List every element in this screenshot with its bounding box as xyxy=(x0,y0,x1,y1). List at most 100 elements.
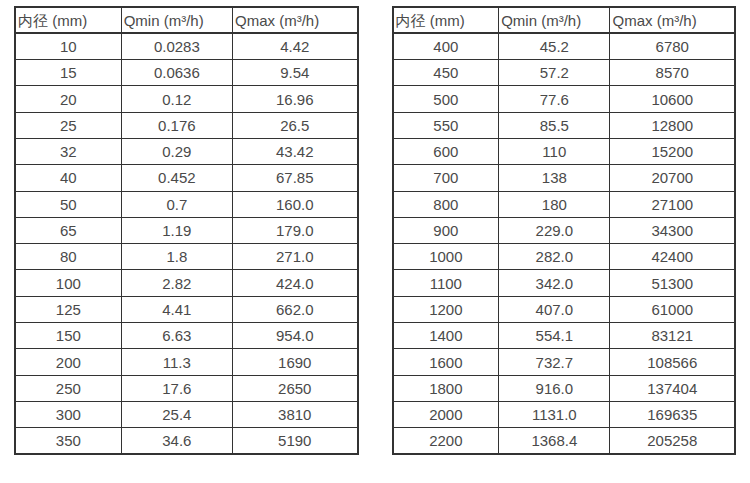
table-cell: 80 xyxy=(15,244,121,270)
table-cell: 12800 xyxy=(610,112,735,138)
table-cell: 61000 xyxy=(610,296,735,322)
table-cell: 2.82 xyxy=(121,270,232,296)
table-cell: 662.0 xyxy=(232,296,357,322)
table-cell: 169635 xyxy=(610,401,735,427)
table-cell: 1600 xyxy=(393,349,499,375)
table-row: 25017.62650 xyxy=(15,375,358,401)
table-row: 1506.63954.0 xyxy=(15,323,358,349)
table-cell: 229.0 xyxy=(499,217,610,243)
table-cell: 4.42 xyxy=(232,33,357,59)
table-row: 150.06369.54 xyxy=(15,60,358,86)
table-cell: 0.0636 xyxy=(121,60,232,86)
table-cell: 1000 xyxy=(393,244,499,270)
table-cell: 34.6 xyxy=(121,428,232,454)
table-cell: 6780 xyxy=(610,33,735,59)
table-cell: 1368.4 xyxy=(499,428,610,454)
table-row: 1100342.051300 xyxy=(393,270,736,296)
table-cell: 51300 xyxy=(610,270,735,296)
table-cell: 125 xyxy=(15,296,121,322)
table-cell: 77.6 xyxy=(499,86,610,112)
table-cell: 0.452 xyxy=(121,165,232,191)
column-header-diameter: 内径 (mm) xyxy=(15,7,121,33)
table-cell: 250 xyxy=(15,375,121,401)
table-cell: 20 xyxy=(15,86,121,112)
table-cell: 110 xyxy=(499,138,610,164)
table-row: 20011.31690 xyxy=(15,349,358,375)
table-cell: 700 xyxy=(393,165,499,191)
table-cell: 400 xyxy=(393,33,499,59)
table-cell: 34300 xyxy=(610,217,735,243)
table-cell: 50 xyxy=(15,191,121,217)
table-cell: 2000 xyxy=(393,401,499,427)
table-cell: 26.5 xyxy=(232,112,357,138)
table-cell: 5190 xyxy=(232,428,357,454)
table-cell: 65 xyxy=(15,217,121,243)
table-cell: 15 xyxy=(15,60,121,86)
column-header-qmin: Qmin (m³/h) xyxy=(121,7,232,33)
table-cell: 150 xyxy=(15,323,121,349)
table-row: 1800916.0137404 xyxy=(393,375,736,401)
table-row: 1254.41662.0 xyxy=(15,296,358,322)
table-cell: 0.0283 xyxy=(121,33,232,59)
column-header-qmin: Qmin (m³/h) xyxy=(499,7,610,33)
table-cell: 108566 xyxy=(610,349,735,375)
table-row: 55085.512800 xyxy=(393,112,736,138)
table-cell: 1.19 xyxy=(121,217,232,243)
table-cell: 732.7 xyxy=(499,349,610,375)
table-cell: 342.0 xyxy=(499,270,610,296)
table-cell: 16.96 xyxy=(232,86,357,112)
table-row: 60011015200 xyxy=(393,138,736,164)
table-row: 200.1216.96 xyxy=(15,86,358,112)
table-cell: 916.0 xyxy=(499,375,610,401)
table-row: 651.19179.0 xyxy=(15,217,358,243)
table-cell: 282.0 xyxy=(499,244,610,270)
table-cell: 1400 xyxy=(393,323,499,349)
table-cell: 350 xyxy=(15,428,121,454)
table-cell: 17.6 xyxy=(121,375,232,401)
table-row: 320.2943.42 xyxy=(15,138,358,164)
table-cell: 205258 xyxy=(610,428,735,454)
table-cell: 900 xyxy=(393,217,499,243)
table-cell: 138 xyxy=(499,165,610,191)
table-cell: 1200 xyxy=(393,296,499,322)
table-cell: 2200 xyxy=(393,428,499,454)
table-cell: 43.42 xyxy=(232,138,357,164)
table-cell: 424.0 xyxy=(232,270,357,296)
table-row: 35034.65190 xyxy=(15,428,358,454)
table-row: 1400554.183121 xyxy=(393,323,736,349)
table-cell: 1.8 xyxy=(121,244,232,270)
column-header-diameter: 内径 (mm) xyxy=(393,7,499,33)
table-cell: 0.176 xyxy=(121,112,232,138)
table-row: 900229.034300 xyxy=(393,217,736,243)
table-cell: 271.0 xyxy=(232,244,357,270)
table-row: 50077.610600 xyxy=(393,86,736,112)
table-cell: 42400 xyxy=(610,244,735,270)
table-cell: 57.2 xyxy=(499,60,610,86)
table-header-row: 内径 (mm) Qmin (m³/h) Qmax (m³/h) xyxy=(15,7,358,33)
table-cell: 11.3 xyxy=(121,349,232,375)
flow-rate-table-large-diameters: 内径 (mm) Qmin (m³/h) Qmax (m³/h) 40045.26… xyxy=(392,6,737,455)
table-cell: 15200 xyxy=(610,138,735,164)
table-cell: 27100 xyxy=(610,191,735,217)
table-cell: 2650 xyxy=(232,375,357,401)
table-cell: 600 xyxy=(393,138,499,164)
table-row: 22001368.4205258 xyxy=(393,428,736,454)
table-row: 70013820700 xyxy=(393,165,736,191)
table-cell: 83121 xyxy=(610,323,735,349)
table-row: 40045.26780 xyxy=(393,33,736,59)
table-row: 1600732.7108566 xyxy=(393,349,736,375)
table-cell: 45.2 xyxy=(499,33,610,59)
table-cell: 180 xyxy=(499,191,610,217)
table-row: 801.8271.0 xyxy=(15,244,358,270)
table-cell: 179.0 xyxy=(232,217,357,243)
table-header-row: 内径 (mm) Qmin (m³/h) Qmax (m³/h) xyxy=(393,7,736,33)
table-cell: 500 xyxy=(393,86,499,112)
table-cell: 1800 xyxy=(393,375,499,401)
table-cell: 20700 xyxy=(610,165,735,191)
table-cell: 800 xyxy=(393,191,499,217)
table-cell: 137404 xyxy=(610,375,735,401)
table-cell: 85.5 xyxy=(499,112,610,138)
table-row: 250.17626.5 xyxy=(15,112,358,138)
table-cell: 67.85 xyxy=(232,165,357,191)
table-cell: 10600 xyxy=(610,86,735,112)
